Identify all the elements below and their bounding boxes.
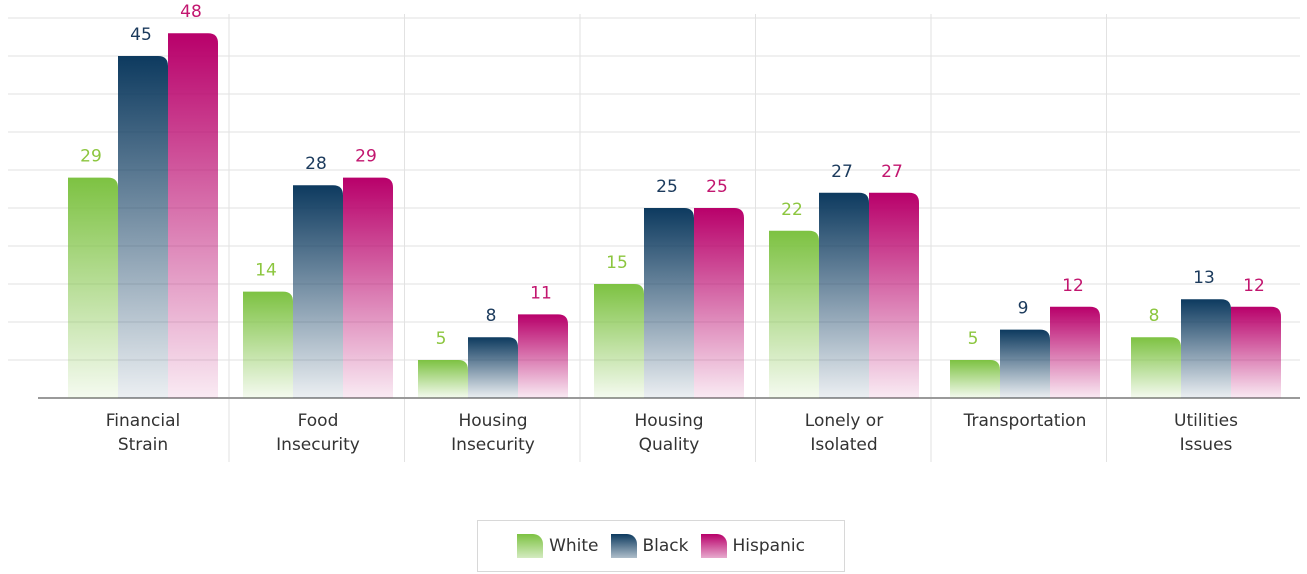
bar-hispanic-2 xyxy=(518,314,568,398)
value-label-hispanic-3: 25 xyxy=(706,177,728,197)
value-label-white-2: 5 xyxy=(436,329,447,349)
legend-swatch xyxy=(517,534,544,558)
category-label-4-0: Lonely or xyxy=(805,411,883,431)
legend-item-hispanic: Hispanic xyxy=(700,534,805,558)
value-label-white-4: 22 xyxy=(781,200,803,220)
value-label-hispanic-1: 29 xyxy=(355,147,377,167)
legend-label: Black xyxy=(642,536,689,556)
bar-chart: 29 45 48 14 28 29 5 8 11 15 25 25 22 27 27 5 9 12 8 13 12 Fi… xyxy=(8,2,1300,462)
bar-black-0 xyxy=(118,56,168,398)
value-label-black-6: 13 xyxy=(1193,268,1215,288)
category-label-3-1: Quality xyxy=(639,435,700,455)
bar-hispanic-6 xyxy=(1231,306,1281,398)
category-label-1-1: Insecurity xyxy=(276,435,360,455)
bar-white-3 xyxy=(594,284,644,398)
value-label-white-1: 14 xyxy=(255,261,277,281)
bar-white-1 xyxy=(243,291,293,398)
category-labels: Financial Strain Food Insecurity Housing Inse… xyxy=(106,411,1238,455)
bar-white-6 xyxy=(1131,337,1181,398)
bar-white-4 xyxy=(769,230,819,398)
bar-hispanic-5 xyxy=(1050,306,1100,398)
value-label-hispanic-5: 12 xyxy=(1062,276,1084,296)
legend-label: White xyxy=(549,536,599,556)
bar-black-5 xyxy=(1000,329,1050,398)
legend-swatch xyxy=(700,534,727,558)
value-label-white-3: 15 xyxy=(606,253,628,273)
legend-item-black: Black xyxy=(610,534,689,558)
value-label-white-6: 8 xyxy=(1149,306,1160,326)
value-labels: 29 45 48 14 28 29 5 8 11 15 25 25 22 27 27 5 9 12 8 13 12 xyxy=(80,2,1265,349)
legend-label: Hispanic xyxy=(732,536,805,556)
bar-black-3 xyxy=(644,208,694,398)
bar-white-0 xyxy=(68,177,118,398)
category-label-3-0: Housing xyxy=(634,411,703,431)
category-label-0-0: Financial xyxy=(106,411,180,431)
category-label-2-1: Insecurity xyxy=(451,435,535,455)
legend-swatch xyxy=(610,534,637,558)
bars xyxy=(68,33,1281,398)
bar-white-5 xyxy=(950,360,1000,398)
bar-hispanic-4 xyxy=(869,192,919,398)
value-label-black-2: 8 xyxy=(486,306,497,326)
category-label-5-0: Transportation xyxy=(963,411,1087,431)
category-label-2-0: Housing xyxy=(458,411,527,431)
value-label-white-0: 29 xyxy=(80,147,102,167)
bar-black-6 xyxy=(1181,299,1231,398)
category-label-6-0: Utilities xyxy=(1174,411,1238,431)
bar-black-4 xyxy=(819,192,869,398)
legend: White Black Hispanic xyxy=(477,520,845,572)
bar-black-1 xyxy=(293,185,343,398)
category-label-0-1: Strain xyxy=(118,435,168,455)
value-label-hispanic-6: 12 xyxy=(1243,276,1265,296)
bar-hispanic-0 xyxy=(168,33,218,398)
bar-hispanic-1 xyxy=(343,177,393,398)
value-label-white-5: 5 xyxy=(968,329,979,349)
value-label-black-5: 9 xyxy=(1018,299,1029,319)
value-label-hispanic-4: 27 xyxy=(881,162,903,182)
value-label-hispanic-0: 48 xyxy=(180,2,202,22)
category-label-4-1: Isolated xyxy=(810,435,877,455)
bar-black-2 xyxy=(468,337,518,398)
category-label-6-1: Issues xyxy=(1180,435,1233,455)
category-label-1-0: Food xyxy=(298,411,339,431)
bar-hispanic-3 xyxy=(694,208,744,398)
value-label-black-4: 27 xyxy=(831,162,853,182)
bar-white-2 xyxy=(418,360,468,398)
value-label-hispanic-2: 11 xyxy=(530,283,552,303)
value-label-black-3: 25 xyxy=(656,177,678,197)
legend-item-white: White xyxy=(517,534,599,558)
value-label-black-1: 28 xyxy=(305,154,327,174)
value-label-black-0: 45 xyxy=(130,25,152,45)
